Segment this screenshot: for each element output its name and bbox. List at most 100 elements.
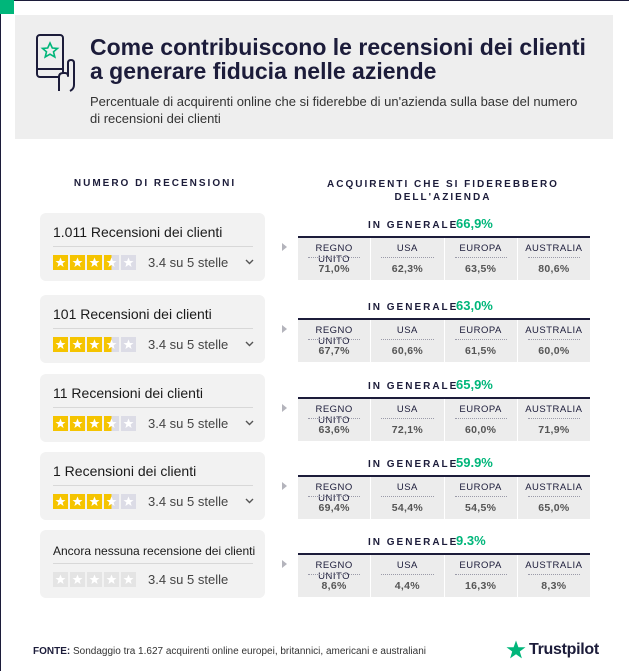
review-card: 11 Recensioni dei clienti 3.4 su 5 stelle [40, 374, 265, 442]
country-name: AUSTRALIA [525, 243, 583, 254]
cell-divider [308, 339, 361, 340]
general-value: 63,0% [456, 298, 493, 313]
star-icon [70, 416, 85, 431]
phone-review-icon [36, 34, 75, 92]
country-name: USA [396, 482, 418, 493]
chevron-down-icon[interactable] [245, 496, 254, 507]
country-cell: AUSTRALIA 60,0% [516, 320, 590, 362]
country-value: 62,3% [391, 263, 424, 275]
cell-divider [454, 496, 507, 497]
card-divider [53, 328, 253, 329]
country-name: EUROPA [459, 482, 502, 493]
cell-divider [527, 339, 580, 340]
star-icon [87, 337, 102, 352]
cell-divider [381, 496, 434, 497]
general-value: 65,9% [456, 377, 493, 392]
country-name: AUSTRALIA [525, 482, 583, 493]
review-count-label: 1.011 Recensioni dei clienti [53, 224, 223, 240]
cell-divider [381, 257, 434, 258]
country-cell: USA 4,4% [370, 555, 443, 597]
star-icon [121, 337, 136, 352]
chevron-down-icon[interactable] [245, 418, 254, 429]
general-label: IN GENERALE [368, 459, 459, 470]
star-icon [87, 416, 102, 431]
country-cell: USA 54,4% [370, 477, 443, 519]
chevron-down-icon[interactable] [245, 339, 254, 350]
star-icon [53, 572, 68, 587]
cell-divider [527, 496, 580, 497]
star-icon [70, 255, 85, 270]
country-cell: REGNO UNITO 67,7% [298, 320, 370, 362]
star-rating [53, 416, 136, 431]
cell-divider [308, 574, 361, 575]
cell-divider [381, 339, 434, 340]
country-cell: AUSTRALIA 71,9% [516, 399, 590, 441]
country-name: REGNO UNITO [315, 404, 353, 426]
card-divider [53, 485, 253, 486]
country-table: REGNO UNITO 63,6% USA 72,1% EUROPA 60,0% AUSTR… [298, 397, 590, 441]
country-cell: USA 62,3% [370, 238, 443, 280]
general-label: IN GENERALE [368, 302, 459, 313]
chevron-down-icon[interactable] [245, 257, 254, 268]
country-value: 69,4% [318, 502, 350, 514]
star-icon [104, 572, 119, 587]
star-icon [87, 255, 102, 270]
page-subtitle: Percentuale di acquirenti online che si … [90, 94, 578, 126]
star-icon [121, 494, 136, 509]
row-arrow-icon [282, 560, 287, 568]
country-value: 65,0% [538, 502, 570, 514]
country-cell: EUROPA 63,5% [443, 238, 517, 280]
country-name: USA [396, 243, 418, 254]
country-cell: EUROPA 61,5% [443, 320, 517, 362]
country-value: 54,5% [464, 502, 497, 514]
cell-divider [381, 418, 434, 419]
trustpilot-logo: Trustpilot [506, 640, 599, 660]
general-label: IN GENERALE [368, 381, 459, 392]
cell-divider [308, 496, 361, 497]
rating-text: 3.4 su 5 stelle [148, 494, 229, 509]
star-icon [87, 572, 102, 587]
star-icon [70, 337, 85, 352]
review-count-label: 11 Recensioni dei clienti [53, 385, 203, 401]
row-arrow-icon [282, 404, 287, 412]
country-name: USA [396, 325, 418, 336]
country-cell: USA 60,6% [370, 320, 443, 362]
country-value: 72,1% [391, 424, 424, 436]
country-table: REGNO UNITO 71,0% USA 62,3% EUROPA 63,5% AUSTR… [298, 236, 590, 280]
corner-accent [0, 0, 14, 14]
general-line: IN GENERALE 66,9% [298, 216, 588, 232]
row-arrow-icon [282, 243, 287, 251]
card-divider [53, 246, 253, 247]
star-icon [104, 337, 119, 352]
source-note: FONTE: Sondaggio tra 1.627 acquirenti on… [33, 646, 426, 657]
country-name: EUROPA [459, 404, 502, 415]
country-value: 16,3% [464, 580, 497, 592]
star-icon [53, 255, 68, 270]
country-name: EUROPA [459, 560, 502, 571]
general-line: IN GENERALE 59.9% [298, 455, 588, 471]
review-card: 101 Recensioni dei clienti 3.4 su 5 stell… [40, 295, 265, 363]
star-icon [70, 494, 85, 509]
country-value: 67,7% [318, 345, 350, 357]
country-value: 60,0% [538, 345, 570, 357]
country-cell: USA 72,1% [370, 399, 443, 441]
country-value: 8,6% [321, 580, 347, 592]
column-header-trust: ACQUIRENTI CHE SI FIDEREBBERO DELL'AZIEN… [327, 179, 559, 203]
brand-name: Trustpilot [529, 641, 599, 658]
country-name: REGNO UNITO [315, 243, 353, 265]
country-table: REGNO UNITO 69,4% USA 54,4% EUROPA 54,5% AUSTR… [298, 475, 590, 519]
star-rating [53, 494, 136, 509]
country-cell: EUROPA 54,5% [443, 477, 517, 519]
review-card: 1.011 Recensioni dei clienti 3.4 su 5 ste… [40, 213, 265, 281]
general-value: 59.9% [456, 455, 493, 470]
card-divider [53, 563, 253, 564]
country-value: 71,9% [538, 424, 570, 436]
star-icon [121, 416, 136, 431]
cell-divider [527, 257, 580, 258]
country-cell: REGNO UNITO 63,6% [298, 399, 370, 441]
rating-text: 3.4 su 5 stelle [148, 572, 229, 587]
country-table: REGNO UNITO 8,6% USA 4,4% EUROPA 16,3% AUSTRAL… [298, 553, 590, 597]
country-name: EUROPA [459, 243, 502, 254]
cell-divider [308, 257, 361, 258]
